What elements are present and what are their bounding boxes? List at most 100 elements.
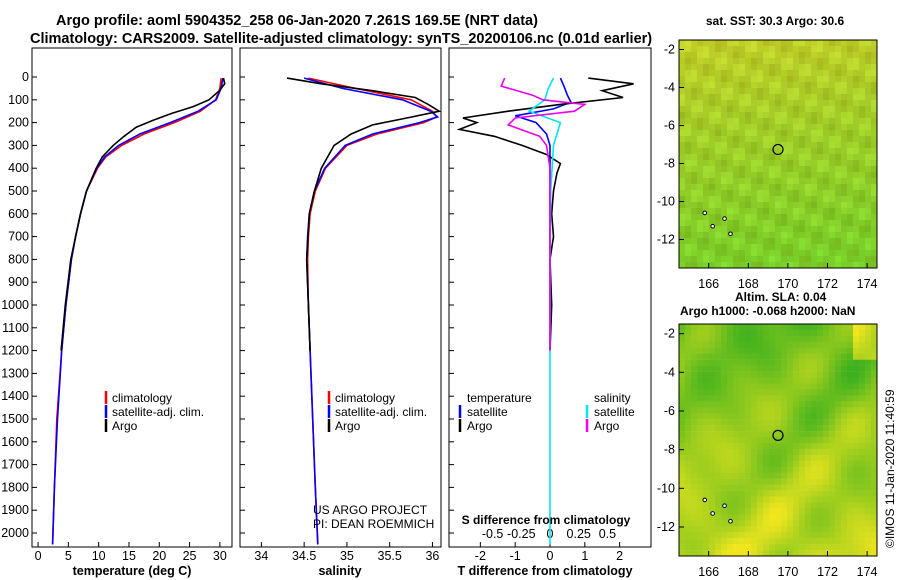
map-cell <box>829 407 836 414</box>
map-cell <box>793 76 800 83</box>
map-cell <box>739 514 746 521</box>
map-cell <box>709 148 716 155</box>
map-cell <box>721 94 728 101</box>
map-cell <box>775 532 782 539</box>
map-cell <box>745 214 752 221</box>
map-cell <box>703 40 710 47</box>
map-y-tick-label: -12 <box>657 520 675 534</box>
map-cell <box>865 526 872 533</box>
map-cell <box>727 202 734 209</box>
map-cell <box>769 431 776 438</box>
map-cell <box>733 502 740 509</box>
map-cell <box>769 130 776 137</box>
map-cell <box>751 544 758 551</box>
map-cell <box>829 70 836 77</box>
map-cell <box>847 443 854 450</box>
map-cell <box>841 496 848 503</box>
map-cell <box>865 478 872 485</box>
map-cell <box>805 466 812 473</box>
map-cell <box>823 329 830 337</box>
map-cell <box>787 202 794 209</box>
map-cell <box>757 256 764 263</box>
map-cell <box>799 454 806 462</box>
map-cell <box>805 478 812 485</box>
map-cell <box>811 478 818 485</box>
map-cell <box>811 520 818 527</box>
map-cell <box>721 136 728 143</box>
map-cell <box>805 58 812 65</box>
map-cell <box>727 353 734 360</box>
map-cell <box>811 490 818 497</box>
map-cell <box>859 431 866 438</box>
map-cell <box>715 100 722 107</box>
map-cell <box>697 250 704 257</box>
map-y-tick-label: -8 <box>664 443 675 457</box>
map-cell <box>763 329 770 337</box>
map-cell <box>709 166 716 173</box>
map-cell <box>745 365 752 372</box>
map-cell <box>703 94 710 101</box>
map-y-tick-label: -2 <box>664 43 675 57</box>
map-cell <box>721 142 728 149</box>
map-cell <box>823 353 830 360</box>
map-cell <box>787 100 794 107</box>
map-cell <box>751 383 758 390</box>
map-cell <box>841 389 848 396</box>
map-cell <box>757 64 764 71</box>
map-cell <box>859 502 866 509</box>
legend-climatology: climatology <box>335 391 395 405</box>
map-cell <box>835 256 842 263</box>
map-cell <box>871 262 878 269</box>
map-cell <box>745 226 752 233</box>
map-cell <box>739 324 746 331</box>
map-cell <box>853 443 860 450</box>
map-cell <box>739 550 746 557</box>
map-cell <box>685 419 692 426</box>
map-cell <box>805 341 812 348</box>
map-cell <box>703 52 710 59</box>
map-cell <box>811 324 818 331</box>
map-cell <box>793 478 800 485</box>
map-cell <box>811 202 818 209</box>
map-cell <box>841 124 848 131</box>
salinity-xlabel: salinity <box>318 564 361 578</box>
map-cell <box>847 359 854 366</box>
map-cell <box>799 526 806 533</box>
map-cell <box>871 472 878 479</box>
map-y-tick-label: -4 <box>664 81 675 95</box>
map-cell <box>709 196 716 203</box>
map-cell <box>709 136 716 143</box>
map-cell <box>733 401 740 408</box>
map-cell <box>703 324 710 331</box>
map-cell <box>817 232 824 239</box>
map-cell <box>733 76 740 83</box>
map-cell <box>775 324 782 331</box>
map-cell <box>823 262 830 269</box>
map-cell <box>817 496 824 503</box>
map-cell <box>799 550 806 557</box>
map-cell <box>829 250 836 257</box>
map-cell <box>697 425 704 432</box>
map-cell <box>751 154 758 161</box>
map-cell <box>841 544 848 551</box>
map-y-tick-label: -8 <box>664 157 675 171</box>
map-cell <box>865 142 872 149</box>
map-cell <box>865 544 872 551</box>
x-tick-label: -2 <box>475 549 486 563</box>
map-cell <box>787 454 794 462</box>
map-cell <box>829 136 836 143</box>
map-cell <box>835 142 842 149</box>
map-cell <box>745 341 752 348</box>
map-cell <box>721 419 728 426</box>
map-cell <box>847 335 854 343</box>
map-cell <box>805 359 812 366</box>
map-cell <box>799 443 806 450</box>
map-cell <box>853 52 860 59</box>
map-cell <box>751 478 758 485</box>
map-cell <box>733 250 740 257</box>
map-cell <box>775 335 782 343</box>
map-cell <box>679 64 686 71</box>
map-cell <box>739 112 746 119</box>
y-tick-label: 0 <box>22 70 29 84</box>
map-cell <box>733 532 740 539</box>
